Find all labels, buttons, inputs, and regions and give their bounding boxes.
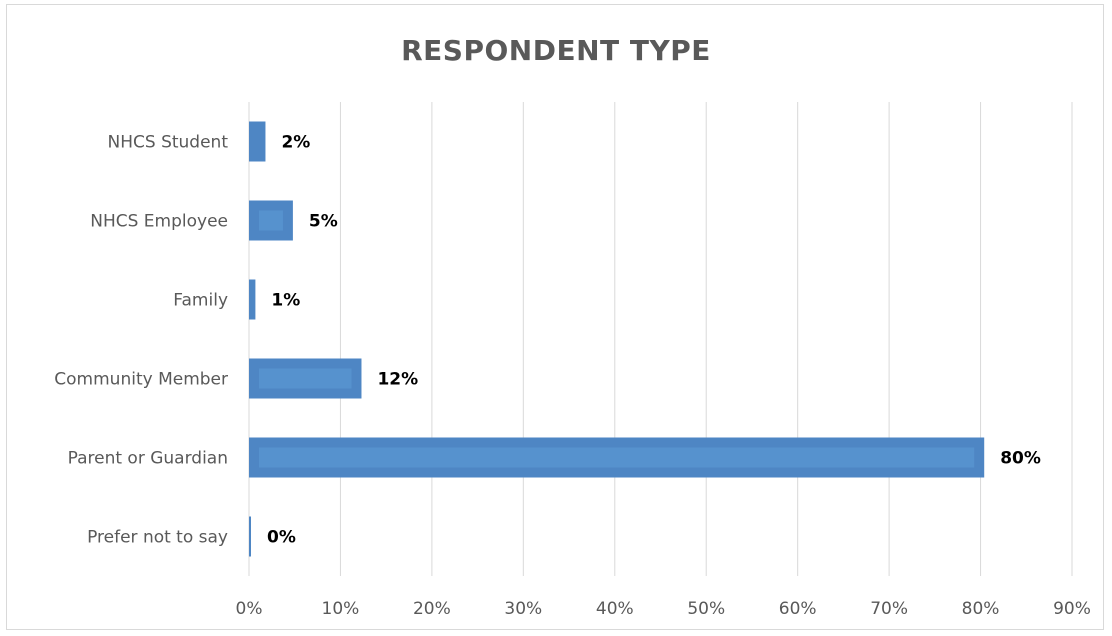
data-label: 80%	[1000, 449, 1041, 469]
x-tick-label: 0%	[236, 599, 263, 619]
chart-frame	[6, 4, 1104, 630]
bar-highlight	[259, 210, 283, 231]
data-label: 1%	[271, 291, 300, 311]
data-label: 12%	[377, 370, 418, 390]
category-label: Community Member	[54, 370, 228, 390]
bar-highlight	[259, 447, 975, 468]
x-tick-label: 50%	[687, 599, 725, 619]
data-label: 0%	[267, 528, 296, 548]
x-tick-label: 90%	[1053, 599, 1091, 619]
data-label: 2%	[281, 133, 310, 153]
x-tick-label: 60%	[779, 599, 817, 619]
x-tick-label: 10%	[322, 599, 360, 619]
chart-title: RESPONDENT TYPE	[401, 34, 711, 67]
category-label: NHCS Employee	[90, 212, 228, 232]
data-label: 5%	[309, 212, 338, 232]
category-label: Prefer not to say	[87, 528, 228, 548]
x-tick-label: 40%	[596, 599, 634, 619]
category-label: Parent or Guardian	[68, 449, 228, 469]
category-label: Family	[173, 291, 228, 311]
bar-highlight	[259, 368, 352, 389]
bar	[249, 279, 256, 320]
x-tick-label: 20%	[413, 599, 451, 619]
x-tick-label: 30%	[504, 599, 542, 619]
x-tick-label: 80%	[962, 599, 1000, 619]
x-tick-label: 70%	[870, 599, 908, 619]
category-label: NHCS Student	[108, 133, 229, 153]
bar	[249, 516, 251, 557]
bar	[249, 121, 266, 162]
